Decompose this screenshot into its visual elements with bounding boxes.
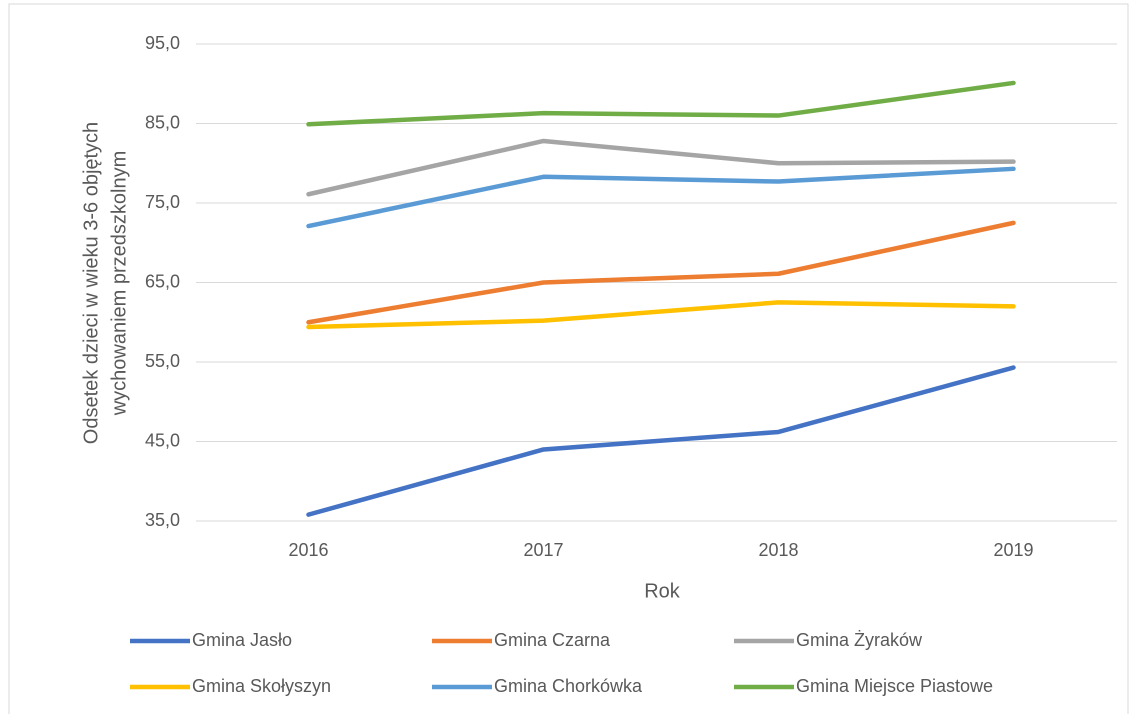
y-tick-label: 55,0 [145, 351, 180, 371]
y-tick-label: 65,0 [145, 271, 180, 291]
chart-frame [8, 3, 1129, 714]
legend-label: Gmina Miejsce Piastowe [796, 676, 993, 696]
x-tick-label: 2017 [523, 540, 563, 560]
series-line [306, 80, 1016, 127]
y-tick-label: 85,0 [145, 112, 180, 132]
legend-label: Gmina Żyraków [796, 630, 923, 650]
legend-label: Gmina Jasło [192, 630, 292, 650]
legend-label: Gmina Chorkówka [494, 676, 643, 696]
y-tick-label: 45,0 [145, 430, 180, 450]
series-line [306, 138, 1016, 197]
series-line [306, 365, 1016, 517]
series-line [306, 220, 1016, 325]
legend-label: Gmina Skołyszyn [192, 676, 331, 696]
y-tick-label: 35,0 [145, 510, 180, 530]
x-tick-label: 2018 [758, 540, 798, 560]
y-axis-title: wychowaniem przedszkolnym [108, 151, 130, 417]
x-tick-label: 2019 [993, 540, 1033, 560]
x-axis-title: Rok [644, 580, 681, 602]
x-tick-label: 2016 [288, 540, 328, 560]
legend-label: Gmina Czarna [494, 630, 611, 650]
series-line [306, 166, 1016, 229]
y-axis-title: Odsetek dzieci w wieku 3-6 objętych [80, 122, 102, 444]
y-tick-label: 95,0 [145, 33, 180, 53]
y-tick-label: 75,0 [145, 192, 180, 212]
series-line [306, 300, 1016, 330]
